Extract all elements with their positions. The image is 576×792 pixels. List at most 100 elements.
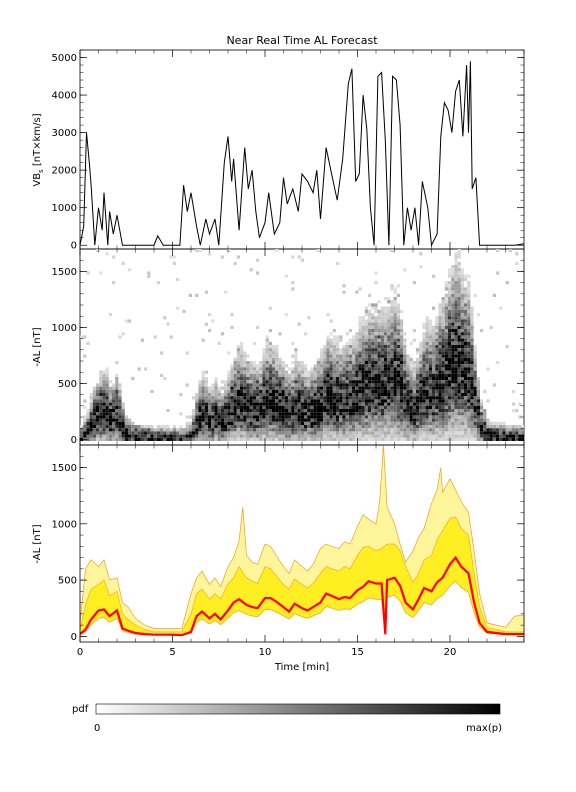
pdf-cell — [470, 325, 474, 329]
pdf-cell — [384, 341, 388, 345]
pdf-cell — [435, 412, 439, 416]
pdf-cell — [185, 428, 189, 432]
pdf-cell — [339, 409, 343, 413]
pdf-cell — [454, 268, 458, 272]
pdf-cell — [409, 396, 413, 400]
pdf-cell — [348, 409, 352, 413]
pdf-cell — [201, 428, 205, 432]
pdf-cell — [348, 431, 352, 435]
pdf-cell — [387, 377, 391, 381]
pdf-cell — [419, 351, 423, 355]
pdf-cell — [444, 405, 448, 409]
pdf-cell — [464, 428, 468, 432]
pdf-cell — [240, 428, 244, 432]
pdf-cell — [502, 431, 506, 435]
pdf-cell — [307, 405, 311, 409]
pdf-cell — [83, 421, 87, 425]
pdf-cell — [336, 370, 340, 374]
pdf-cell — [464, 431, 468, 435]
pdf-cell — [387, 425, 391, 429]
pdf-cell — [198, 431, 202, 435]
pdf-cell — [310, 386, 314, 390]
pdf-cell — [179, 412, 183, 416]
pdf-cell — [291, 399, 295, 403]
pdf-cell — [326, 345, 330, 349]
pdf-cell — [262, 380, 266, 384]
pdf-cell — [297, 386, 301, 390]
pdf-cell — [352, 389, 356, 393]
pdf-cell — [214, 415, 218, 419]
pdf-cell — [297, 418, 301, 422]
pdf-cell — [128, 434, 132, 438]
pdf-cell — [454, 281, 458, 285]
pdf-cell — [249, 364, 253, 368]
pdf-cell — [233, 357, 237, 361]
pdf-cell — [470, 338, 474, 342]
pdf-cell — [454, 319, 458, 323]
pdf-cell — [444, 287, 448, 291]
pdf-cell — [348, 437, 352, 441]
pdf-cell — [268, 367, 272, 371]
pdf-cell — [444, 431, 448, 435]
pdf-cell — [406, 396, 410, 400]
pdf-cell — [448, 287, 452, 291]
pdf-cell — [310, 393, 314, 397]
pdf-cell — [409, 437, 413, 441]
pdf-cell — [377, 325, 381, 329]
pdf-cell — [393, 367, 397, 371]
pdf-cell — [454, 261, 458, 265]
pdf-cell — [444, 383, 448, 387]
pdf-cell — [291, 415, 295, 419]
pdf-cell — [259, 380, 263, 384]
pdf-cell — [208, 425, 212, 429]
pdf-cell — [358, 325, 362, 329]
pdf-cell — [265, 393, 269, 397]
pdf-cell — [480, 402, 484, 406]
pdf-cell — [393, 354, 397, 358]
pdf-cell — [457, 396, 461, 400]
pdf-cell — [512, 437, 516, 441]
pdf-cell — [467, 412, 471, 416]
pdf-cell — [121, 428, 125, 432]
pdf-cell — [243, 383, 247, 387]
pdf-cell — [294, 351, 298, 355]
pdf-cell — [240, 434, 244, 438]
pdf-cell — [326, 386, 330, 390]
pdf-cell — [272, 415, 276, 419]
pdf-cell — [444, 351, 448, 355]
pdf-cell — [268, 421, 272, 425]
pdf-cell — [448, 399, 452, 403]
pdf-cell — [313, 405, 317, 409]
pdf-cell — [291, 341, 295, 345]
pdf-cell — [208, 421, 212, 425]
pdf-cell — [307, 380, 311, 384]
pdf-cell — [470, 409, 474, 413]
pdf-cell — [252, 364, 256, 368]
pdf-cell — [217, 393, 221, 397]
pdf-cell — [201, 434, 205, 438]
pdf-cell — [358, 351, 362, 355]
pdf-cell — [224, 421, 228, 425]
pdf-cell — [368, 361, 372, 365]
pdf-cell — [275, 361, 279, 365]
pdf-cell — [374, 421, 378, 425]
pdf-cell — [329, 415, 333, 419]
pdf-cell — [438, 409, 442, 413]
pdf-cell — [236, 389, 240, 393]
pdf-cell — [105, 396, 109, 400]
pdf-cell — [451, 421, 455, 425]
pdf-cell — [307, 389, 311, 393]
pdf-cell — [380, 434, 384, 438]
y-tick-label: 5000 — [52, 53, 77, 64]
pdf-cell — [473, 361, 477, 365]
pdf-cell — [492, 383, 496, 387]
pdf-cell — [249, 377, 253, 381]
pdf-cell — [144, 434, 148, 438]
pdf-cell — [262, 415, 266, 419]
pdf-cell — [467, 341, 471, 345]
pdf-cell — [457, 281, 461, 285]
pdf-cell — [320, 361, 324, 365]
pdf-cell — [460, 335, 464, 339]
